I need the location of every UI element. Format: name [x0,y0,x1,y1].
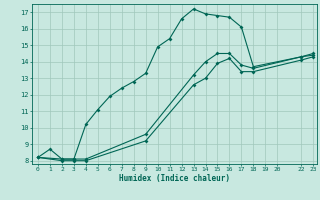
X-axis label: Humidex (Indice chaleur): Humidex (Indice chaleur) [119,174,230,183]
